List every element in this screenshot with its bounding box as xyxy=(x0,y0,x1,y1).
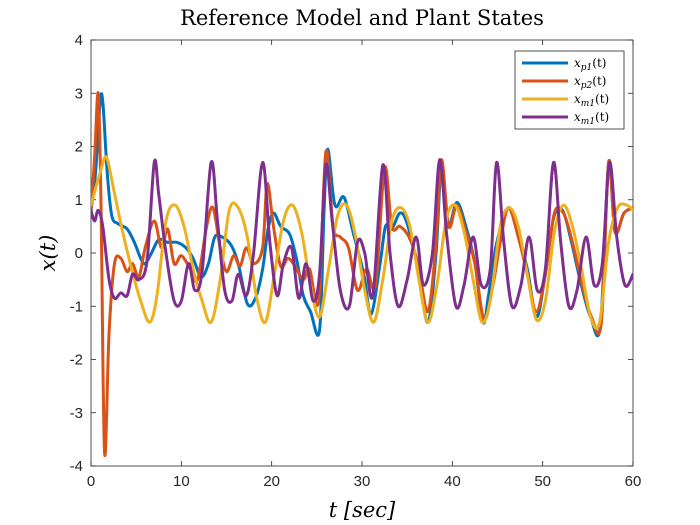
y-tick-label-4: 0 xyxy=(75,245,83,262)
legend-label-arg-3: (t) xyxy=(595,92,609,106)
x-tick-label-0: 0 xyxy=(87,473,95,490)
legend-label-base-4: x xyxy=(574,110,581,124)
series-line-4 xyxy=(91,158,633,311)
legend-label-sub-3: m1 xyxy=(581,99,595,109)
x-tick-label-2: 20 xyxy=(263,473,280,490)
series-layer xyxy=(91,91,633,458)
y-tick-label-6: 2 xyxy=(75,139,83,156)
legend-label-sub-1: p1 xyxy=(581,63,593,73)
y-tick-label-0: -4 xyxy=(70,458,83,475)
y-axis-label: x(t) xyxy=(36,235,60,272)
x-tick-label-4: 40 xyxy=(444,473,461,490)
y-tick-label-1: -3 xyxy=(70,405,83,422)
legend-entries: xp1(t)xp2(t)xm1(t)xm1(t) xyxy=(522,56,609,127)
chart-title: Reference Model and Plant States xyxy=(180,6,544,30)
legend-label-arg-1: (t) xyxy=(592,56,606,70)
legend-label-1: xp1(t) xyxy=(574,56,606,73)
legend-label-4: xm1(t) xyxy=(574,110,609,127)
y-tick-label-7: 3 xyxy=(75,85,83,102)
y-tick-label-5: 1 xyxy=(75,192,83,209)
legend-label-sub-4: m1 xyxy=(581,117,595,127)
y-tick-label-3: -1 xyxy=(70,298,83,315)
legend-label-arg-2: (t) xyxy=(592,74,606,88)
x-tick-label-6: 60 xyxy=(625,473,642,490)
legend-label-3: xm1(t) xyxy=(574,92,609,109)
legend-label-sub-2: p2 xyxy=(581,81,593,91)
x-tick-label-5: 50 xyxy=(534,473,551,490)
x-tick-label-3: 30 xyxy=(354,473,371,490)
legend-label-arg-4: (t) xyxy=(595,110,609,124)
legend-label-base-1: x xyxy=(574,56,581,70)
legend-label-base-2: x xyxy=(574,74,581,88)
y-tick-label-2: -2 xyxy=(70,352,83,369)
y-tick-label-8: 4 xyxy=(75,32,83,49)
x-axis-label: t [sec] xyxy=(329,498,396,522)
x-axis-ticks: 0 10 20 30 40 50 60 xyxy=(87,40,642,490)
x-tick-label-1: 10 xyxy=(173,473,190,490)
legend: xp1(t)xp2(t)xm1(t)xm1(t) xyxy=(514,50,625,130)
legend-label-2: xp2(t) xyxy=(574,74,606,91)
legend-label-base-3: x xyxy=(574,92,581,106)
series-line-3 xyxy=(91,155,633,330)
y-axis-ticks: -4 -3 -2 -1 0 1 2 3 4 xyxy=(70,32,633,475)
